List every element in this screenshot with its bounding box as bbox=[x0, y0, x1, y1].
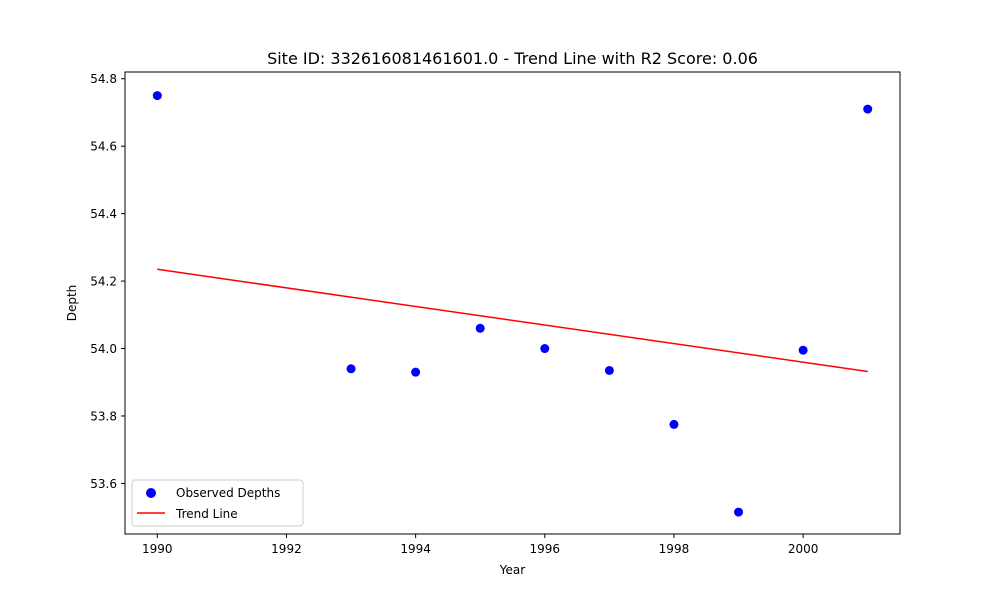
legend-marker-observed-depths bbox=[146, 488, 156, 498]
y-axis-title: Depth bbox=[65, 285, 79, 322]
y-tick-label: 54.8 bbox=[90, 72, 117, 86]
y-tick-label: 54.2 bbox=[90, 275, 117, 289]
legend: Observed Depths Trend Line bbox=[131, 479, 304, 527]
observed-depth-point bbox=[540, 344, 550, 354]
plot-area bbox=[125, 72, 900, 534]
x-axis-title: Year bbox=[499, 563, 525, 577]
observed-depth-point bbox=[411, 367, 421, 377]
y-axis: 53.6 53.8 54.0 54.2 54.4 54.6 54.8 bbox=[90, 72, 125, 491]
chart-title: Site ID: 332616081461601.0 - Trend Line … bbox=[267, 49, 758, 68]
y-tick-label: 53.6 bbox=[90, 477, 117, 491]
x-tick-label: 1990 bbox=[142, 542, 173, 556]
observed-depth-point bbox=[669, 419, 679, 429]
x-tick-label: 2000 bbox=[788, 542, 819, 556]
y-tick-label: 54.0 bbox=[90, 342, 117, 356]
x-axis: 1990 1992 1994 1996 1998 2000 bbox=[142, 534, 818, 556]
observed-depth-point bbox=[152, 91, 162, 101]
y-tick-label: 53.8 bbox=[90, 409, 117, 423]
x-tick-label: 1998 bbox=[659, 542, 690, 556]
series-layer bbox=[152, 91, 873, 517]
plot-frame bbox=[124, 71, 901, 535]
trend-line bbox=[157, 268, 868, 373]
y-tick-label: 54.4 bbox=[90, 207, 117, 221]
observed-depth-point bbox=[475, 323, 485, 333]
x-tick-label: 1996 bbox=[530, 542, 561, 556]
observed-depth-point bbox=[604, 365, 614, 375]
legend-label-observed-depths: Observed Depths bbox=[176, 486, 280, 500]
legend-box bbox=[131, 479, 304, 527]
observed-depth-point bbox=[346, 364, 356, 374]
observed-depth-point bbox=[798, 345, 808, 355]
legend-label-trend-line: Trend Line bbox=[175, 507, 238, 521]
observed-depth-point bbox=[734, 507, 744, 517]
x-tick-label: 1994 bbox=[400, 542, 431, 556]
y-tick-label: 54.6 bbox=[90, 140, 117, 154]
observed-depth-point bbox=[863, 104, 873, 114]
x-tick-label: 1992 bbox=[271, 542, 302, 556]
